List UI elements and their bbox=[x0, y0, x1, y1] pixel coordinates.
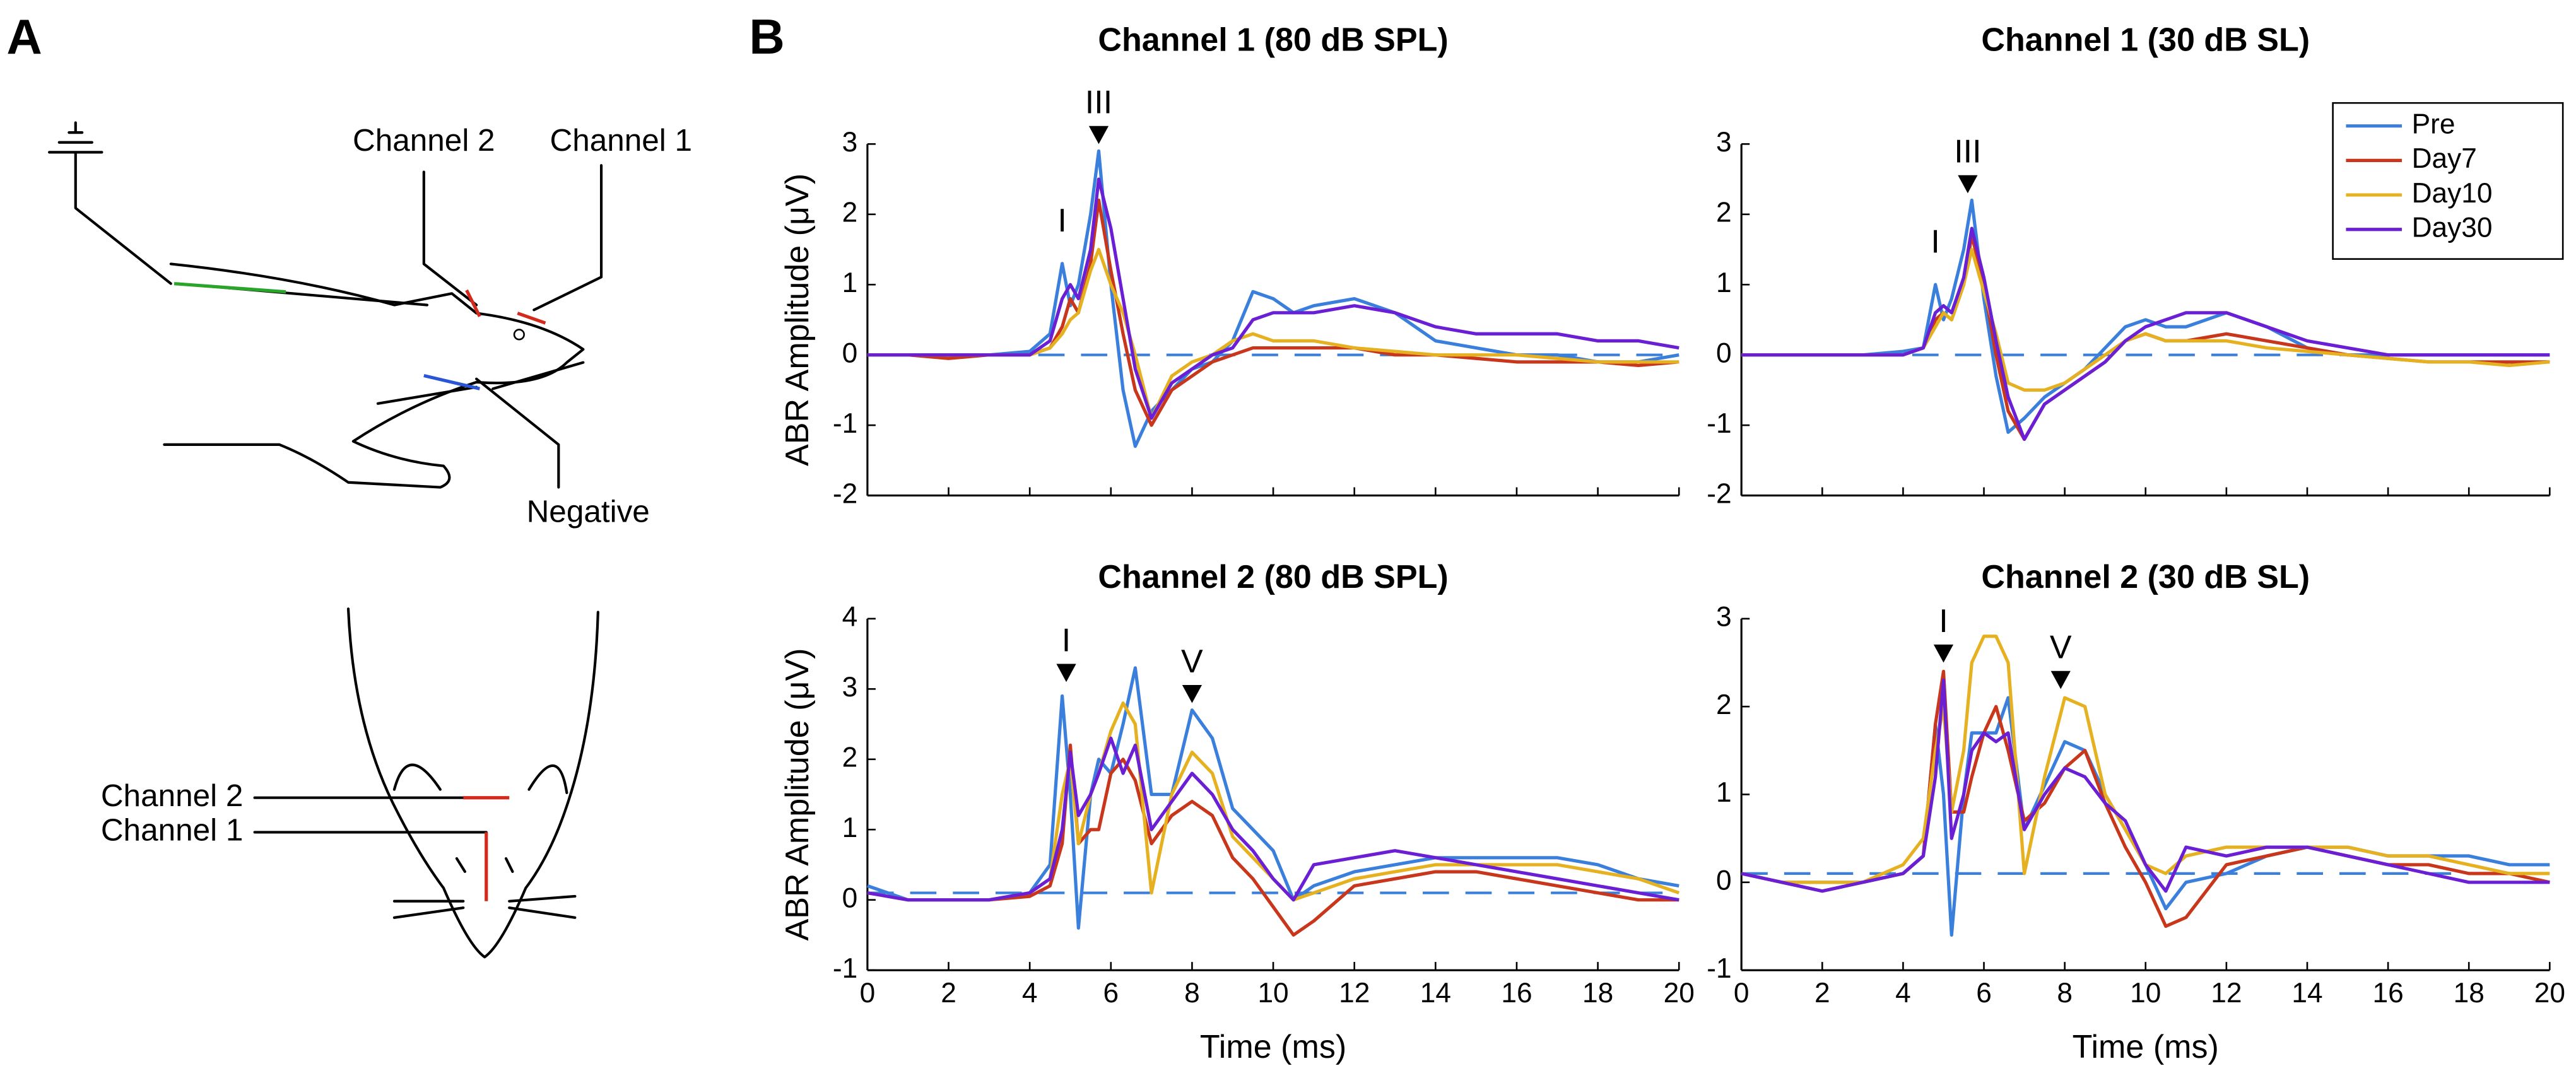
x-tick-label: 16 bbox=[2372, 978, 2403, 1009]
rat-side-drawing bbox=[48, 121, 603, 489]
annotation: III bbox=[1085, 85, 1112, 121]
y-tick-label: 3 bbox=[842, 672, 858, 703]
x-tick-label: 4 bbox=[1895, 978, 1911, 1009]
diagram-label: Channel 2 bbox=[353, 123, 495, 158]
series-line bbox=[867, 666, 1679, 930]
annotation: I bbox=[1062, 622, 1071, 659]
series-line bbox=[1741, 696, 2550, 937]
y-tick-label: 0 bbox=[842, 337, 858, 368]
y-tick-label: -1 bbox=[1707, 953, 1731, 984]
y-tick-label: 3 bbox=[1716, 127, 1732, 158]
series-line bbox=[867, 247, 1679, 420]
y-tick-label: -2 bbox=[1707, 478, 1731, 509]
diagram-label: Channel 1 bbox=[101, 812, 244, 847]
y-axis-label: ABR Amplitude (μV) bbox=[779, 648, 816, 941]
x-tick-label: 2 bbox=[1814, 978, 1830, 1009]
y-tick-label: 1 bbox=[842, 267, 858, 298]
x-tick-label: 18 bbox=[1582, 978, 1613, 1009]
x-tick-label: 12 bbox=[1339, 978, 1370, 1009]
legend-label: Pre bbox=[2412, 108, 2455, 139]
x-tick-label: 20 bbox=[1664, 978, 1695, 1009]
series-line bbox=[867, 743, 1679, 937]
y-tick-label: 1 bbox=[1716, 777, 1732, 808]
y-tick-label: 2 bbox=[1716, 197, 1732, 228]
chart-title: Channel 1 (30 dB SL) bbox=[1981, 22, 2310, 59]
series-line bbox=[1741, 233, 2550, 442]
x-tick-label: 10 bbox=[1257, 978, 1288, 1009]
diagram-label: Channel 2 bbox=[101, 778, 244, 813]
annotation: I bbox=[1057, 202, 1066, 239]
legend-label: Day7 bbox=[2412, 143, 2477, 174]
x-axis-label: Time (ms) bbox=[2073, 1029, 2219, 1065]
series-line bbox=[867, 701, 1680, 902]
y-tick-label: 3 bbox=[842, 127, 858, 158]
x-tick-label: 8 bbox=[2057, 978, 2073, 1009]
x-tick-label: 14 bbox=[2291, 978, 2322, 1009]
legend-box bbox=[2332, 102, 2564, 260]
x-tick-label: 18 bbox=[2454, 978, 2485, 1009]
annotation: V bbox=[1181, 643, 1203, 680]
x-tick-label: 4 bbox=[1022, 978, 1038, 1009]
y-tick-label: -2 bbox=[833, 478, 857, 509]
y-tick-label: 2 bbox=[842, 197, 858, 228]
x-tick-label: 10 bbox=[2130, 978, 2161, 1009]
series-line bbox=[1741, 635, 2550, 884]
x-tick-label: 12 bbox=[2211, 978, 2242, 1009]
annotation-arrow bbox=[1056, 664, 1076, 682]
annotation: III bbox=[1954, 134, 1981, 170]
series-line bbox=[1741, 669, 2550, 928]
y-tick-label: 1 bbox=[1716, 267, 1732, 298]
panel-label: B bbox=[749, 9, 784, 64]
x-tick-label: 20 bbox=[2534, 978, 2565, 1009]
series-line bbox=[1741, 678, 2550, 893]
annotation-arrow bbox=[1088, 126, 1109, 144]
x-tick-label: 8 bbox=[1184, 978, 1200, 1009]
x-axis-label: Time (ms) bbox=[1200, 1029, 1346, 1065]
y-axis-label: ABR Amplitude (μV) bbox=[779, 173, 816, 466]
chart-title: Channel 1 (80 dB SPL) bbox=[1098, 22, 1448, 59]
legend-label: Day30 bbox=[2412, 212, 2493, 243]
x-tick-label: 6 bbox=[1103, 978, 1119, 1009]
x-tick-label: 16 bbox=[1501, 978, 1532, 1009]
annotation-arrow bbox=[2050, 670, 2071, 689]
series-line bbox=[867, 177, 1679, 420]
y-tick-label: -1 bbox=[833, 953, 857, 984]
annotation: I bbox=[1931, 223, 1939, 260]
y-tick-label: -1 bbox=[1707, 408, 1731, 439]
chart-title: Channel 2 (80 dB SPL) bbox=[1098, 559, 1448, 595]
y-tick-label: 2 bbox=[1716, 689, 1732, 720]
panel-label: A bbox=[6, 9, 42, 64]
rat-top-drawing bbox=[253, 607, 599, 959]
x-tick-label: 6 bbox=[1976, 978, 1992, 1009]
series-line bbox=[867, 736, 1679, 902]
x-tick-label: 0 bbox=[1734, 978, 1750, 1009]
annotation-arrow bbox=[1958, 175, 1978, 194]
series-line bbox=[867, 149, 1679, 448]
y-tick-label: 0 bbox=[1716, 865, 1732, 896]
y-tick-label: -1 bbox=[833, 408, 857, 439]
annotation-arrow bbox=[1933, 644, 1954, 663]
x-tick-label: 0 bbox=[860, 978, 876, 1009]
y-tick-label: 2 bbox=[842, 742, 858, 773]
y-tick-label: 4 bbox=[842, 602, 858, 633]
diagram-label: Negative bbox=[527, 494, 650, 529]
legend-label: Day10 bbox=[2412, 178, 2493, 209]
diagram-label: Channel 1 bbox=[550, 123, 693, 158]
annotation: I bbox=[1939, 603, 1948, 640]
annotation-arrow bbox=[1182, 684, 1203, 703]
y-tick-label: 3 bbox=[1716, 602, 1732, 633]
y-tick-label: 0 bbox=[1716, 337, 1732, 368]
y-tick-label: 0 bbox=[842, 882, 858, 913]
y-tick-label: 1 bbox=[842, 812, 858, 843]
x-tick-label: 2 bbox=[941, 978, 956, 1009]
series-line bbox=[1741, 226, 2550, 442]
x-tick-label: 14 bbox=[1420, 978, 1451, 1009]
chart-title: Channel 2 (30 dB SL) bbox=[1981, 559, 2310, 595]
annotation: V bbox=[2050, 629, 2072, 666]
